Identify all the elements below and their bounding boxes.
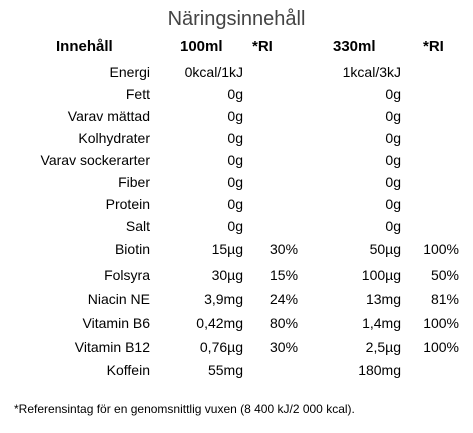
value-100ml: 0,42mg: [196, 315, 243, 331]
table-title: Näringsinnehåll: [167, 8, 306, 30]
table-row: Fett 0g 0g: [0, 86, 473, 108]
value-330ml: 0g: [385, 196, 401, 212]
row-name: Folsyra: [104, 267, 150, 283]
ri-100ml: 80%: [270, 315, 299, 331]
value-330ml: 180mg: [358, 362, 401, 378]
value-330ml: 0g: [385, 130, 401, 146]
value-330ml: 0g: [385, 174, 401, 190]
row-name: Biotin: [114, 241, 150, 257]
ri-330ml: 100%: [423, 339, 459, 355]
value-330ml: 100µg: [361, 267, 401, 283]
row-name: Varav sockerarter: [40, 152, 150, 168]
value-330ml: 0g: [385, 152, 401, 168]
row-name: Varav mättad: [67, 108, 150, 124]
table-row: Vitamin B12 0,76µg 30% 2,5µg 100%: [0, 339, 473, 361]
value-330ml: 2,5µg: [365, 339, 401, 355]
table-row: Fiber 0g 0g: [0, 174, 473, 196]
value-100ml: 0kcal/1kJ: [184, 64, 243, 80]
ri-100ml: 24%: [270, 291, 299, 307]
value-100ml: 0g: [227, 130, 243, 146]
value-330ml: 13mg: [365, 291, 401, 307]
value-100ml: 0g: [227, 218, 243, 234]
value-100ml: 55mg: [207, 362, 243, 378]
row-name: Protein: [105, 196, 150, 212]
table-row: Vitamin B6 0,42mg 80% 1,4mg 100%: [0, 315, 473, 337]
table-row: Koffein 55mg 180mg: [0, 362, 473, 384]
header-per-330ml: 330ml: [333, 38, 376, 55]
value-100ml: 0g: [227, 152, 243, 168]
ri-100ml: 30%: [270, 339, 299, 355]
row-name: Niacin NE: [87, 291, 150, 307]
ri-330ml: 81%: [430, 291, 459, 307]
row-name: Fiber: [118, 174, 150, 190]
value-100ml: 0g: [227, 108, 243, 124]
row-name: Vitamin B12: [74, 339, 150, 355]
ri-330ml: 50%: [430, 267, 459, 283]
header-per-100ml: 100ml: [180, 38, 223, 55]
row-name: Kolhydrater: [78, 130, 150, 146]
value-100ml: 0g: [227, 196, 243, 212]
row-name: Vitamin B6: [82, 315, 150, 331]
value-330ml: 0g: [385, 218, 401, 234]
table-row: Salt 0g 0g: [0, 218, 473, 240]
ri-100ml: 30%: [270, 241, 299, 257]
row-name: Koffein: [106, 362, 150, 378]
row-name: Salt: [125, 218, 150, 234]
table-row: Biotin 15µg 30% 50µg 100%: [0, 241, 473, 263]
row-name: Energi: [109, 64, 150, 80]
value-330ml: 0g: [385, 86, 401, 102]
value-330ml: 1,4mg: [362, 315, 401, 331]
table-row: Energi 0kcal/1kJ 1kcal/3kJ: [0, 64, 473, 86]
header-ri-330ml: *RI: [423, 38, 444, 55]
value-330ml: 0g: [385, 108, 401, 124]
footnote: *Referensintag för en genomsnittlig vuxe…: [14, 402, 355, 416]
table-row: Varav mättad 0g 0g: [0, 108, 473, 130]
ri-330ml: 100%: [423, 315, 459, 331]
table-row: Niacin NE 3,9mg 24% 13mg 81%: [0, 291, 473, 313]
value-100ml: 3,9mg: [204, 291, 243, 307]
value-100ml: 0g: [227, 86, 243, 102]
table-row: Kolhydrater 0g 0g: [0, 130, 473, 152]
value-330ml: 1kcal/3kJ: [342, 64, 401, 80]
table-row: Protein 0g 0g: [0, 196, 473, 218]
value-100ml: 0,76µg: [199, 339, 243, 355]
ri-330ml: 100%: [423, 241, 459, 257]
table-row: Varav sockerarter 0g 0g: [0, 152, 473, 174]
value-330ml: 50µg: [369, 241, 401, 257]
value-100ml: 15µg: [211, 241, 243, 257]
value-100ml: 0g: [227, 174, 243, 190]
value-100ml: 30µg: [211, 267, 243, 283]
table-row: Folsyra 30µg 15% 100µg 50%: [0, 267, 473, 289]
row-name: Fett: [125, 86, 150, 102]
header-content: Innehåll: [56, 38, 113, 55]
ri-100ml: 15%: [270, 267, 299, 283]
header-ri-100ml: *RI: [252, 38, 273, 55]
